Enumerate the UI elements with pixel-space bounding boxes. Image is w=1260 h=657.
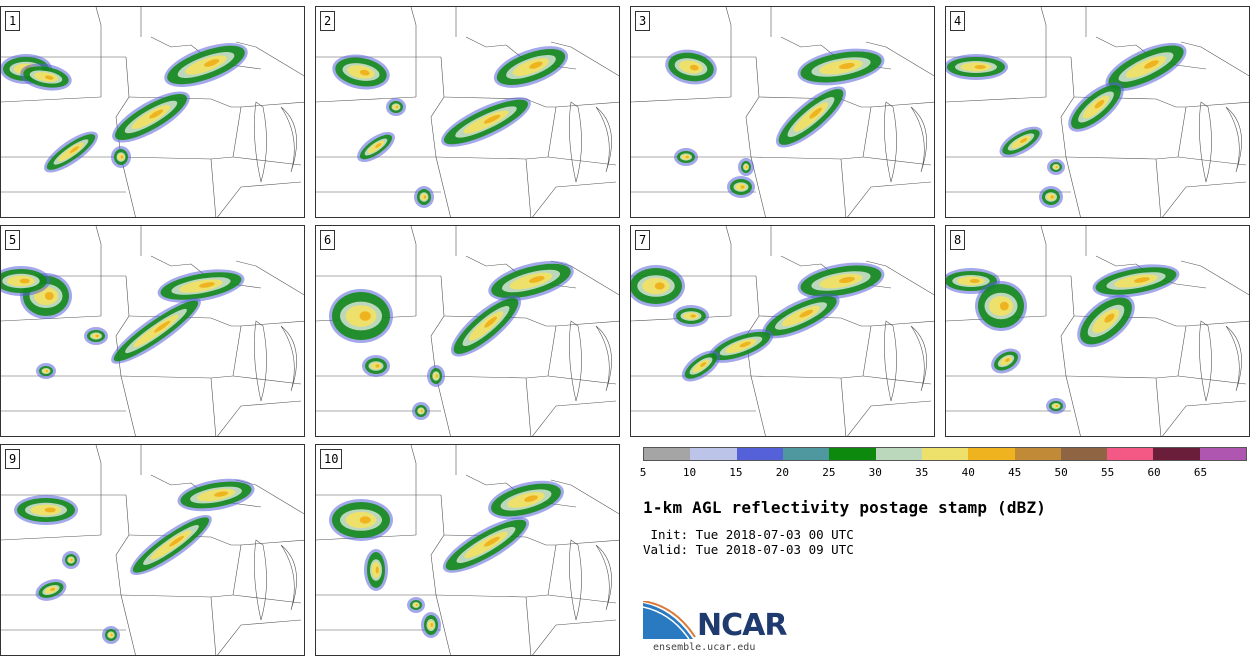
panel-label: 4 <box>950 11 966 31</box>
radar-map <box>316 445 619 655</box>
colorbar-ticks: 5 10 15 20 25 30 35 40 45 50 55 60 65 <box>639 466 1247 480</box>
colorbar-tick-label: 60 <box>1147 466 1161 479</box>
colorbar-tick-label: 30 <box>868 466 882 479</box>
map-panel-1: 1 <box>0 6 305 218</box>
colorbar-segment <box>829 448 876 460</box>
colorbar-tick-label: 5 <box>639 466 647 479</box>
ensemble-url: ensemble.ucar.edu <box>653 642 756 653</box>
colorbar-tick-label: 10 <box>682 466 697 479</box>
map-panel-5: 5 <box>0 225 305 437</box>
map-panel-9: 9 <box>0 444 305 656</box>
colorbar-segment <box>736 448 783 460</box>
map-panel-8: 8 <box>945 225 1250 437</box>
ncar-logo-icon <box>643 601 696 640</box>
colorbar-tick-label: 15 <box>729 466 743 479</box>
colorbar-tick-label: 65 <box>1193 466 1208 479</box>
panel-label: 10 <box>320 449 343 469</box>
colorbar-tick-label: 25 <box>822 466 836 479</box>
colorbar-segment <box>921 448 969 460</box>
panel-label: 6 <box>320 230 336 250</box>
radar-map <box>316 7 619 217</box>
colorbar-segment <box>1014 448 1061 460</box>
init-time: Init: Tue 2018-07-03 00 UTC <box>643 527 854 542</box>
panel-label: 7 <box>635 230 651 250</box>
colorbar-segment <box>875 448 922 460</box>
colorbar-segment <box>690 448 737 460</box>
colorbar-segment <box>1153 448 1200 460</box>
map-panel-10: 10 <box>315 444 620 656</box>
colorbar-tick-label: 35 <box>915 466 929 479</box>
ncar-logo-text: NCAR <box>697 608 787 643</box>
colorbar-tick-label: 45 <box>1008 466 1022 479</box>
colorbar-segment <box>1199 448 1247 460</box>
map-panel-4: 4 <box>945 6 1250 218</box>
radar-map <box>946 226 1249 436</box>
radar-map <box>316 226 619 436</box>
panel-label: 5 <box>5 230 21 250</box>
radar-map <box>1 226 304 436</box>
colorbar-tick-label: 50 <box>1054 466 1068 479</box>
map-panel-2: 2 <box>315 6 620 218</box>
panel-label: 3 <box>635 11 651 31</box>
colorbar-segment <box>1107 448 1154 460</box>
colorbar-tick-label: 40 <box>961 466 975 479</box>
panel-label: 8 <box>950 230 966 250</box>
colorbar-segment <box>782 448 830 460</box>
map-panel-6: 6 <box>315 225 620 437</box>
colorbar-segment <box>644 448 691 460</box>
valid-time: Valid: Tue 2018-07-03 09 UTC <box>643 542 854 557</box>
panel-label: 2 <box>320 11 336 31</box>
map-panel-3: 3 <box>630 6 935 218</box>
plot-title: 1-km AGL reflectivity postage stamp (dBZ… <box>643 498 1047 517</box>
colorbar-tick-label: 20 <box>775 466 789 479</box>
colorbar-segment <box>1060 448 1108 460</box>
colorbar-tick-label: 55 <box>1100 466 1115 479</box>
panel-label: 1 <box>5 11 21 31</box>
radar-map <box>631 7 934 217</box>
reflectivity-colorbar <box>643 447 1247 461</box>
radar-map <box>1 445 304 655</box>
colorbar-segment <box>968 448 1015 460</box>
radar-map <box>631 226 934 436</box>
panel-label: 9 <box>5 449 21 469</box>
radar-map <box>946 7 1249 217</box>
radar-map <box>1 7 304 217</box>
map-panel-7: 7 <box>630 225 935 437</box>
